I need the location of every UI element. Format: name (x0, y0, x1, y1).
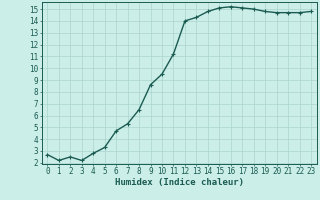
X-axis label: Humidex (Indice chaleur): Humidex (Indice chaleur) (115, 178, 244, 187)
